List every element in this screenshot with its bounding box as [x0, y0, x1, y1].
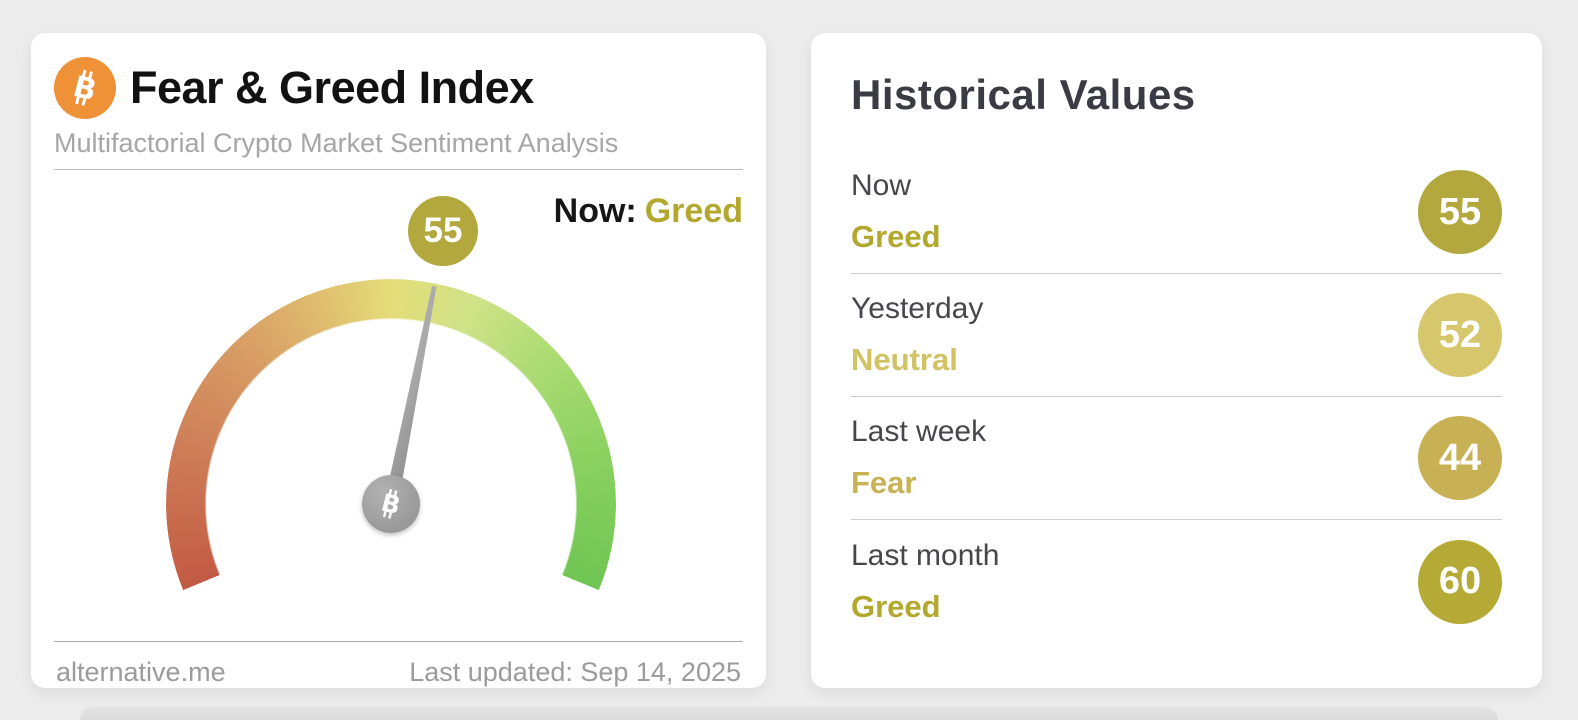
gauge-value-badge: 55 [408, 196, 478, 266]
row-classification: Greed [851, 219, 941, 254]
bitcoin-logo-icon: B [54, 57, 116, 119]
fear-greed-header: B Fear & Greed Index Multifactorial Cryp… [54, 57, 743, 170]
title-row: B Fear & Greed Index [54, 57, 743, 119]
historical-values-title: Historical Values [851, 71, 1196, 118]
now-label: Now: [553, 192, 637, 230]
gauge-pivot-bitcoin-icon: B [362, 475, 420, 533]
page-title: Fear & Greed Index [130, 62, 534, 113]
row-period-label: Yesterday [851, 292, 984, 325]
next-section-edge [80, 707, 1498, 720]
row-period-label: Last month [851, 538, 1000, 572]
row-value-badge: 55 [1418, 170, 1502, 254]
row-period-label: Now [851, 169, 912, 202]
historical-values-card: Historical Values Now Greed 55 Yesterday… [811, 33, 1542, 688]
row-classification: Neutral [851, 342, 958, 377]
row-classification: Greed [851, 588, 941, 624]
page-subtitle: Multifactorial Crypto Market Sentiment A… [54, 128, 619, 158]
historical-row-last-week: Last week Fear 44 [851, 397, 1502, 520]
historical-row-last-month: Last month Greed 60 [851, 520, 1502, 643]
historical-row-yesterday: Yesterday Neutral 52 [851, 274, 1502, 397]
source-link[interactable]: alternative.me [56, 657, 226, 687]
now-classification-line: Now: Greed [554, 192, 743, 231]
gauge-value: 55 [423, 211, 463, 250]
fear-greed-card: B Fear & Greed Index Multifactorial Cryp… [31, 33, 766, 720]
row-classification: Fear [851, 465, 917, 500]
row-value-badge: 60 [1418, 539, 1502, 624]
header-divider [54, 169, 743, 170]
widget-row: B Fear & Greed Index Multifactorial Cryp… [31, 33, 1542, 720]
historical-rows: Now Greed 55 Yesterday Neutral 52 Last w… [851, 151, 1502, 643]
now-classification: Greed [644, 192, 743, 230]
row-period-label: Last week [851, 415, 987, 448]
historical-row-now: Now Greed 55 [851, 151, 1502, 274]
row-value-badge: 44 [1418, 416, 1502, 500]
row-value-badge: 52 [1418, 293, 1502, 377]
gauge-chart: 55 Now: Greed B [54, 170, 743, 720]
